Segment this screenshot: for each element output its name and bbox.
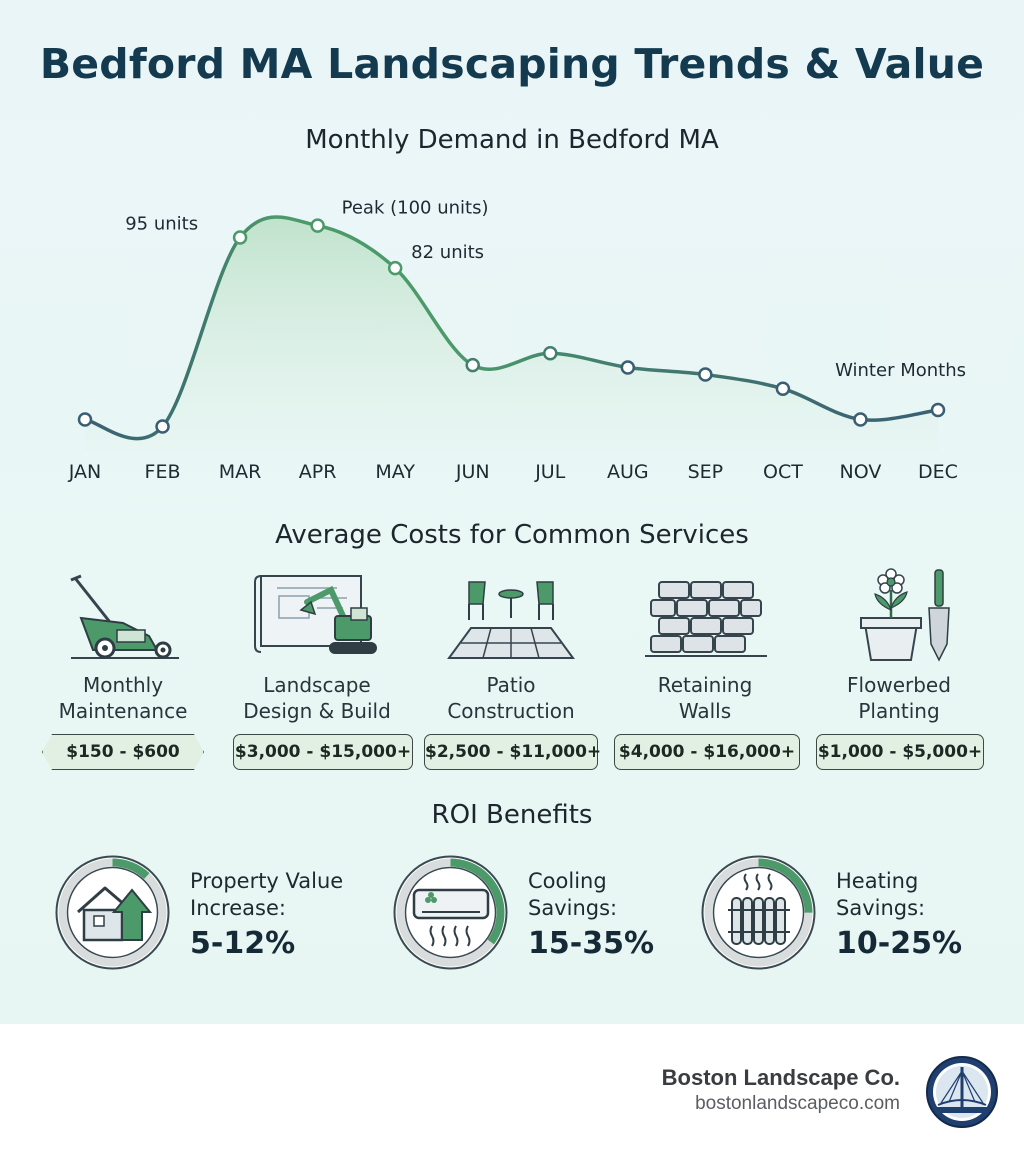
- data-point-jan: [77, 412, 93, 427]
- service-label-line2: Design & Build: [243, 699, 391, 723]
- service-price-tag: $1,000 - $5,000+: [816, 734, 984, 770]
- stone-wall-icon: [635, 568, 775, 668]
- data-point-oct: [775, 381, 791, 396]
- service-label-line1: Flowerbed: [847, 673, 951, 697]
- service-label-line1: Monthly: [82, 673, 164, 697]
- excavator-blueprint-icon: [247, 568, 387, 668]
- demand-section-title: Monthly Demand in Bedford MA: [305, 125, 719, 155]
- roi-section-title: ROI Benefits: [431, 800, 593, 830]
- roi-value: 10-25%: [836, 926, 963, 961]
- chart-annotation: Peak (100 units): [342, 198, 489, 219]
- data-point-jul: [543, 346, 558, 361]
- x-tick-label: FEB: [145, 461, 181, 483]
- brand-block: Boston Landscape Co. bostonlandscapeco.c…: [662, 1065, 900, 1115]
- roi-progress-arc: [396, 858, 505, 967]
- infographic-panel: [0, 0, 1024, 1024]
- service-label-line2: Planting: [858, 699, 940, 723]
- patio-icon: [441, 568, 581, 668]
- service-label-line2: Maintenance: [58, 699, 188, 723]
- service-label-line1: Landscape: [263, 673, 371, 697]
- roi-ring: [55, 855, 170, 970]
- bridge-logo-icon: [926, 1056, 998, 1128]
- data-point-nov: [853, 412, 868, 427]
- roi-ring: [393, 855, 508, 970]
- roi-progress-arc: [704, 858, 813, 967]
- service-card-retaining-walls: Retaining Walls $4,000 - $16,000+: [610, 568, 800, 778]
- data-point-sep: [698, 367, 713, 382]
- brand-url: bostonlandscapeco.com: [695, 1093, 900, 1114]
- roi-card-heating-savings: Heating Savings: 10-25%: [696, 850, 996, 975]
- service-price-tag: $150 - $600: [42, 734, 204, 770]
- service-card-design-build: Landscape Design & Build $3,000 - $15,00…: [222, 568, 413, 778]
- demand-area-fill: [85, 217, 938, 452]
- x-tick-label: NOV: [840, 461, 882, 483]
- chart-annotation: 95 units: [125, 213, 198, 234]
- service-card-patio: Patio Construction $2,500 - $11,000+: [416, 568, 606, 778]
- service-label-line2: Walls: [678, 699, 732, 723]
- roi-ring: [701, 855, 816, 970]
- air-conditioner-icon: [412, 888, 490, 947]
- service-label-line1: Retaining: [657, 673, 753, 697]
- data-point-dec: [930, 402, 946, 418]
- demand-line-chart: 95 units Peak (100 units) 82 units Winter M…: [68, 198, 966, 483]
- service-label-line1: Patio: [486, 673, 536, 697]
- service-price-tag: $4,000 - $16,000+: [614, 734, 800, 770]
- data-point-apr: [310, 218, 325, 233]
- chart-annotation: 82 units: [411, 242, 484, 263]
- service-price-tag: $2,500 - $11,000+: [424, 734, 601, 770]
- data-point-jun: [465, 357, 480, 373]
- service-card-maintenance: Monthly Maintenance $150 - $600: [28, 568, 218, 778]
- service-price-tag: $3,000 - $15,000+: [233, 734, 413, 770]
- radiator-icon: [728, 873, 790, 945]
- page-title: Bedford MA Landscaping Trends & Value: [39, 40, 985, 88]
- x-tick-label: JUL: [534, 461, 566, 483]
- roi-card-cooling-savings: Cooling Savings: 15-35%: [388, 850, 688, 975]
- x-tick-label: OCT: [763, 461, 803, 483]
- chart-annotation: Winter Months: [835, 360, 966, 381]
- x-tick-label: SEP: [688, 461, 724, 483]
- data-point-feb: [155, 419, 170, 434]
- service-card-flowerbed: Flowerbed Planting $1,000 - $5,000+: [804, 568, 994, 778]
- roi-value: 5-12%: [190, 926, 296, 961]
- roi-label-line2: Savings:: [528, 896, 618, 920]
- x-tick-label: JAN: [68, 461, 101, 483]
- roi-label-line1: Cooling: [528, 869, 607, 893]
- brand-name: Boston Landscape Co.: [661, 1065, 900, 1090]
- roi-value: 15-35%: [528, 926, 655, 961]
- x-tick-label: MAY: [375, 461, 415, 483]
- roi-label-line1: Heating: [836, 869, 919, 893]
- roi-label-line2: Savings:: [836, 896, 926, 920]
- lawn-mower-icon: [53, 568, 193, 668]
- roi-label-line2: Increase:: [190, 896, 286, 920]
- roi-progress-arc: [58, 858, 167, 967]
- x-tick-label: MAR: [219, 461, 262, 483]
- house-arrow-icon: [77, 886, 153, 942]
- roi-card-property-value: Property Value Increase: 5-12%: [50, 850, 370, 975]
- services-row: Monthly Maintenance $150 - $600 Landscap…: [28, 568, 996, 778]
- data-point-mar: [232, 230, 248, 245]
- x-tick-label: AUG: [607, 461, 649, 483]
- flower-pot-trowel-icon: [829, 568, 969, 668]
- roi-label-line1: Property Value: [190, 869, 344, 893]
- costs-section-title: Average Costs for Common Services: [275, 520, 749, 550]
- data-point-aug: [620, 360, 636, 375]
- x-tick-label: DEC: [918, 461, 958, 483]
- service-label-line2: Construction: [447, 699, 575, 723]
- data-point-may: [387, 260, 403, 276]
- x-tick-label: APR: [299, 461, 337, 483]
- x-tick-label: JUN: [455, 461, 490, 483]
